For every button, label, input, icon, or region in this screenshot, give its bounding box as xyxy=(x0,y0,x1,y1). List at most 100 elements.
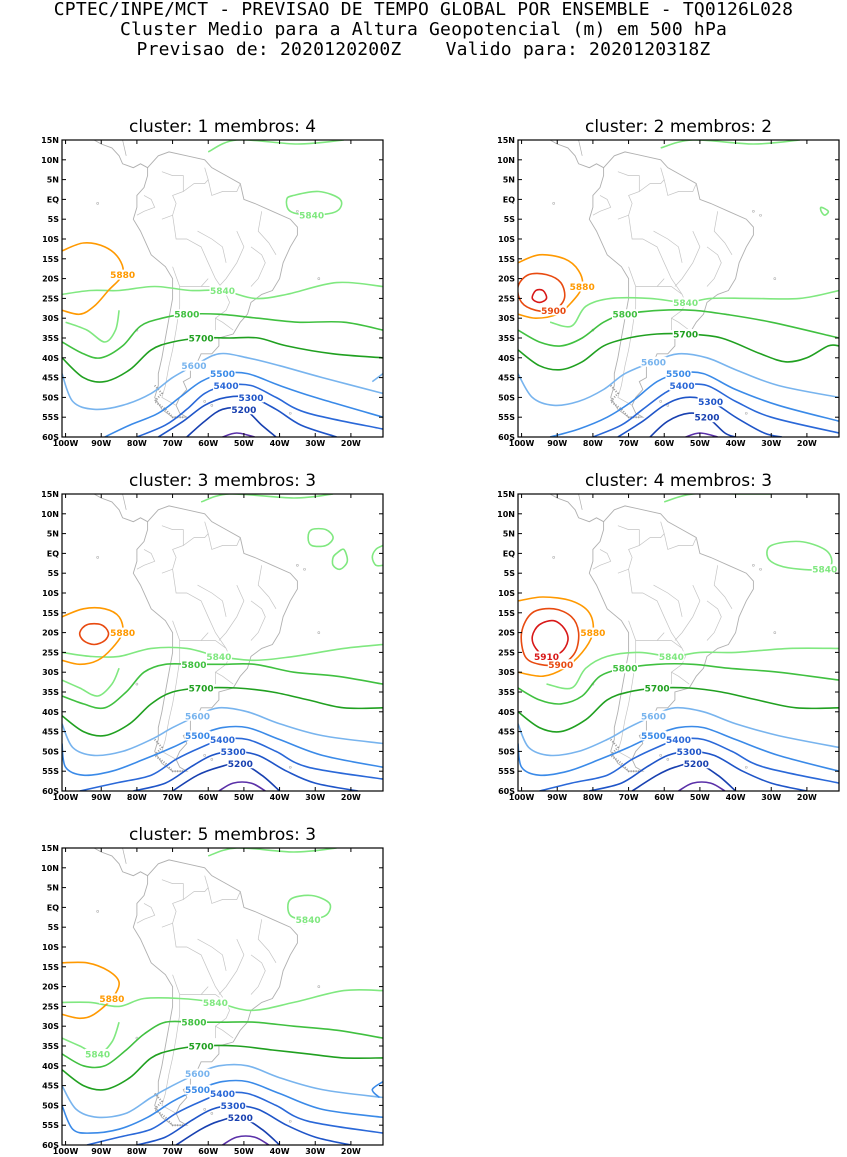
lon-label: 30W xyxy=(305,1147,325,1156)
contour-label: 5400 xyxy=(670,382,695,392)
border-central-america xyxy=(108,848,127,864)
lon-label: 100W xyxy=(509,793,535,802)
island xyxy=(96,910,99,913)
country-border xyxy=(257,565,277,609)
island xyxy=(659,400,662,403)
contour-5500 xyxy=(62,725,383,777)
lon-label: 20W xyxy=(797,439,817,448)
lat-label: 60S xyxy=(42,787,59,796)
contour-label-bg xyxy=(209,285,236,296)
cluster-panel-5: cluster: 5 membros: 3 5840 5840 5840 5800 570… xyxy=(41,825,384,1156)
country-border xyxy=(706,246,722,287)
contour-label-bg xyxy=(184,730,211,741)
contour-label: 5400 xyxy=(666,736,691,746)
island xyxy=(210,404,214,407)
contour-label-bg xyxy=(669,380,696,391)
contour-label-bg xyxy=(640,710,667,721)
island xyxy=(752,209,755,213)
contour-5910 xyxy=(531,619,569,658)
lon-label: 100W xyxy=(509,439,535,448)
contour-label: 5700 xyxy=(645,685,670,695)
lat-label: 25S xyxy=(498,648,515,657)
contour-label: 5200 xyxy=(228,760,253,770)
country-border xyxy=(257,919,277,963)
contour-5840 xyxy=(62,281,383,300)
contour-label-bg xyxy=(298,210,325,221)
country-border xyxy=(161,568,230,657)
lon-label: 80W xyxy=(127,1147,147,1156)
country-border xyxy=(250,600,266,641)
contour-5600 xyxy=(62,352,383,411)
lon-label: 60W xyxy=(198,793,218,802)
country-border xyxy=(204,521,241,550)
country-border xyxy=(183,533,209,546)
contour-5840 xyxy=(549,289,839,328)
country-border xyxy=(671,671,690,685)
country-border xyxy=(172,974,209,995)
lat-label: 50S xyxy=(498,393,515,402)
lat-label: 30S xyxy=(42,1022,59,1031)
lat-label: 5S xyxy=(504,569,516,578)
contour-label-bg xyxy=(640,356,667,367)
country-border xyxy=(218,584,245,641)
contour-label-bg xyxy=(579,627,606,638)
map-frame xyxy=(517,139,840,438)
lon-label: 30W xyxy=(761,439,781,448)
lon-label: 30W xyxy=(305,793,325,802)
lon-label: 70W xyxy=(619,793,639,802)
lat-label: 25S xyxy=(42,1002,59,1011)
contour-label-bg xyxy=(209,368,236,379)
lat-label: EQ xyxy=(503,195,515,204)
contour-5700 xyxy=(518,686,839,733)
panel-title: cluster: 1 membros: 4 xyxy=(129,117,316,137)
contour-label: 5840 xyxy=(206,653,231,663)
country-border xyxy=(250,954,266,995)
lon-label: 70W xyxy=(163,439,183,448)
country-border xyxy=(713,565,733,609)
lat-label: 5N xyxy=(47,530,59,539)
island xyxy=(210,1112,214,1115)
lon-label: 60W xyxy=(198,1147,218,1156)
country-border xyxy=(660,521,697,550)
lat-label: 55S xyxy=(42,413,59,422)
lon-label: 20W xyxy=(341,1147,361,1156)
lat-label: 30S xyxy=(42,314,59,323)
contour-label-bg xyxy=(180,1017,207,1028)
contour-label: 5300 xyxy=(698,398,723,408)
contour-5100 xyxy=(678,781,726,791)
contour-label: 5840 xyxy=(659,653,684,663)
contour-label: 5800 xyxy=(612,665,637,675)
country-border xyxy=(657,640,683,649)
contour-label: 5800 xyxy=(612,311,637,321)
contour-label-bg xyxy=(238,392,265,403)
contour-label: 5600 xyxy=(181,362,206,372)
contour-label-bg xyxy=(184,710,211,721)
contour-5600 xyxy=(62,1063,383,1119)
contour-label-bg xyxy=(230,404,257,415)
lon-label: 50W xyxy=(234,439,254,448)
contour-label: 5880 xyxy=(110,271,135,281)
lat-label: 25S xyxy=(498,294,515,303)
contour-label: 5900 xyxy=(541,307,566,317)
island xyxy=(744,765,748,769)
country-border xyxy=(657,286,683,295)
island xyxy=(203,1108,206,1111)
country-border xyxy=(204,167,241,196)
lon-label: 40W xyxy=(270,1147,290,1156)
contour-label-bg xyxy=(811,564,838,575)
contour-label: 5840 xyxy=(85,1050,110,1060)
lat-label: 20S xyxy=(42,275,59,284)
country-border xyxy=(161,286,181,406)
border-central-america xyxy=(564,140,583,156)
country-border xyxy=(161,171,184,216)
coastline-patagonia xyxy=(609,384,640,419)
lat-label: 40S xyxy=(42,1062,59,1071)
country-border xyxy=(628,620,665,641)
island xyxy=(317,985,321,988)
contour-5840 xyxy=(62,667,120,697)
contour-label-bg xyxy=(98,993,125,1004)
lon-label: 50W xyxy=(690,793,710,802)
contour-5840 xyxy=(287,894,332,921)
contour-label-bg xyxy=(188,333,215,343)
